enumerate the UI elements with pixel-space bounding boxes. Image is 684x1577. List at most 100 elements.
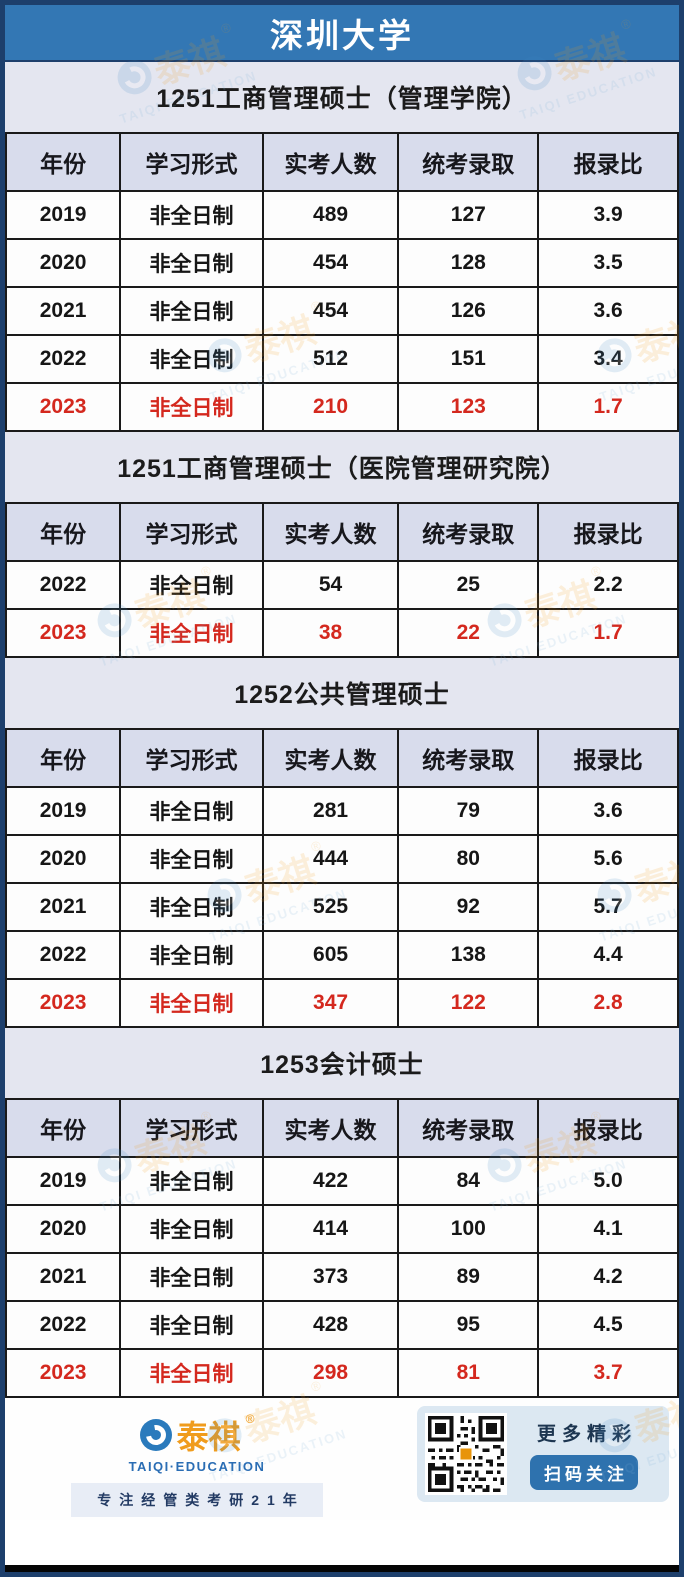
brand-name: 泰祺 xyxy=(176,1419,241,1455)
cell-admitted-count: 79 xyxy=(397,786,540,836)
cell-ratio: 4.1 xyxy=(537,1204,679,1254)
cell-year: 2023 xyxy=(5,1348,122,1398)
cell-study-form: 非全日制 xyxy=(119,382,264,432)
cell-admitted-count: 128 xyxy=(397,238,540,288)
cell-ratio: 3.6 xyxy=(537,786,679,836)
cell-admitted-count: 123 xyxy=(397,382,540,432)
cell-exam-count: 444 xyxy=(261,834,400,884)
cell-study-form: 非全日制 xyxy=(119,978,264,1028)
table-row: 2022 非全日制 428 95 4.5 xyxy=(5,1300,679,1350)
column-header-year: 年份 xyxy=(5,1098,122,1158)
admissions-table: 年份 学习形式 实考人数 统考录取 报录比 2019 非全日制 281 79 3… xyxy=(5,728,679,1028)
cell-exam-count: 281 xyxy=(261,786,400,836)
brand-tagline: 专注经管类考研21年 xyxy=(71,1483,323,1517)
cell-ratio: 2.2 xyxy=(537,560,679,610)
column-header-admitted-count: 统考录取 xyxy=(397,132,540,192)
cell-ratio: 1.7 xyxy=(537,608,679,658)
table-row: 2019 非全日制 489 127 3.9 xyxy=(5,190,679,240)
column-header-exam-count: 实考人数 xyxy=(261,502,400,562)
cell-study-form: 非全日制 xyxy=(119,334,264,384)
cell-study-form: 非全日制 xyxy=(119,1252,264,1302)
cell-exam-count: 347 xyxy=(261,978,400,1028)
section-title: 1251工商管理硕士（管理学院） xyxy=(5,62,679,132)
cell-year: 2022 xyxy=(5,930,122,980)
admissions-table: 年份 学习形式 实考人数 统考录取 报录比 2019 非全日制 422 84 5… xyxy=(5,1098,679,1398)
cell-study-form: 非全日制 xyxy=(119,190,264,240)
brand-block: 泰祺 ® TAIQI·EDUCATION 专注经管类考研21年 xyxy=(71,1412,323,1517)
column-header-admitted-count: 统考录取 xyxy=(397,1098,540,1158)
cell-study-form: 非全日制 xyxy=(119,882,264,932)
column-header-ratio: 报录比 xyxy=(537,502,679,562)
cell-year: 2022 xyxy=(5,560,122,610)
table-row: 2019 非全日制 281 79 3.6 xyxy=(5,786,679,836)
cell-exam-count: 373 xyxy=(261,1252,400,1302)
column-header-study-form: 学习形式 xyxy=(119,132,264,192)
taiqi-logo-icon xyxy=(139,1419,172,1451)
cell-year: 2021 xyxy=(5,882,122,932)
column-header-study-form: 学习形式 xyxy=(119,728,264,788)
table-row: 2020 非全日制 444 80 5.6 xyxy=(5,834,679,884)
cell-admitted-count: 122 xyxy=(397,978,540,1028)
cell-ratio: 3.7 xyxy=(537,1348,679,1398)
column-header-study-form: 学习形式 xyxy=(119,502,264,562)
cell-ratio: 4.2 xyxy=(537,1252,679,1302)
cell-ratio: 5.0 xyxy=(537,1156,679,1206)
column-header-ratio: 报录比 xyxy=(537,728,679,788)
cell-ratio: 3.5 xyxy=(537,238,679,288)
cell-exam-count: 422 xyxy=(261,1156,400,1206)
table-row: 2019 非全日制 422 84 5.0 xyxy=(5,1156,679,1206)
cell-admitted-count: 95 xyxy=(397,1300,540,1350)
cell-exam-count: 54 xyxy=(261,560,400,610)
cell-study-form: 非全日制 xyxy=(119,930,264,980)
table-row-highlight: 2023 非全日制 38 22 1.7 xyxy=(5,608,679,658)
cell-exam-count: 512 xyxy=(261,334,400,384)
cell-exam-count: 525 xyxy=(261,882,400,932)
cell-exam-count: 454 xyxy=(261,238,400,288)
column-header-year: 年份 xyxy=(5,132,122,192)
table-row: 2021 非全日制 454 126 3.6 xyxy=(5,286,679,336)
table-row: 2021 非全日制 373 89 4.2 xyxy=(5,1252,679,1302)
table-row: 2021 非全日制 525 92 5.7 xyxy=(5,882,679,932)
footer: 泰祺 ® TAIQI·EDUCATION 专注经管类考研21年 xyxy=(5,1398,679,1520)
cell-ratio: 5.7 xyxy=(537,882,679,932)
follow-button[interactable]: 扫码关注 xyxy=(530,1454,638,1490)
cell-admitted-count: 138 xyxy=(397,930,540,980)
cell-study-form: 非全日制 xyxy=(119,238,264,288)
column-header-ratio: 报录比 xyxy=(537,1098,679,1158)
section-mpa: 1252公共管理硕士 年份 学习形式 实考人数 统考录取 报录比 2019 非全… xyxy=(5,658,679,1028)
cell-year: 2022 xyxy=(5,334,122,384)
page-title: 深圳大学 xyxy=(270,16,414,54)
cell-ratio: 4.5 xyxy=(537,1300,679,1350)
column-header-year: 年份 xyxy=(5,502,122,562)
column-header-admitted-count: 统考录取 xyxy=(397,502,540,562)
cell-admitted-count: 100 xyxy=(397,1204,540,1254)
cell-ratio: 2.8 xyxy=(537,978,679,1028)
cell-year: 2021 xyxy=(5,1252,122,1302)
qr-code xyxy=(425,1413,507,1495)
cell-year: 2023 xyxy=(5,382,122,432)
column-header-ratio: 报录比 xyxy=(537,132,679,192)
table-row-highlight: 2023 非全日制 210 123 1.7 xyxy=(5,382,679,432)
cell-study-form: 非全日制 xyxy=(119,834,264,884)
cell-admitted-count: 22 xyxy=(397,608,540,658)
cell-admitted-count: 127 xyxy=(397,190,540,240)
cell-admitted-count: 25 xyxy=(397,560,540,610)
section-title: 1252公共管理硕士 xyxy=(5,658,679,728)
cell-ratio: 1.7 xyxy=(537,382,679,432)
cell-admitted-count: 126 xyxy=(397,286,540,336)
cell-ratio: 3.6 xyxy=(537,286,679,336)
header-row: 年份 学习形式 实考人数 统考录取 报录比 xyxy=(5,502,679,562)
bottom-border xyxy=(5,1565,679,1572)
cell-year: 2019 xyxy=(5,786,122,836)
cell-exam-count: 428 xyxy=(261,1300,400,1350)
cell-study-form: 非全日制 xyxy=(119,1204,264,1254)
cell-exam-count: 454 xyxy=(261,286,400,336)
admissions-table: 年份 学习形式 实考人数 统考录取 报录比 2022 非全日制 54 25 2.… xyxy=(5,502,679,658)
cell-admitted-count: 92 xyxy=(397,882,540,932)
cell-admitted-count: 81 xyxy=(397,1348,540,1398)
cell-admitted-count: 80 xyxy=(397,834,540,884)
table-row: 2022 非全日制 605 138 4.4 xyxy=(5,930,679,980)
table-row: 2022 非全日制 512 151 3.4 xyxy=(5,334,679,384)
table-row: 2022 非全日制 54 25 2.2 xyxy=(5,560,679,610)
